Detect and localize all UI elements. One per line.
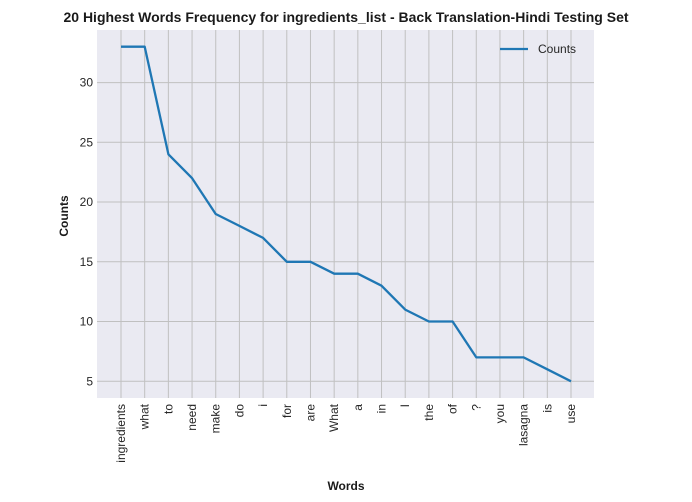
series-line-counts (121, 45, 572, 383)
y-axis-label: Counts (57, 195, 71, 237)
x-axis-label: Words (327, 479, 364, 493)
x-tick-label: make (209, 404, 223, 434)
x-tick-label: of (446, 403, 460, 414)
grid (97, 30, 594, 398)
x-tick-label: in (375, 404, 389, 413)
x-tick-label: a (351, 404, 365, 411)
y-tick-label: 10 (80, 315, 94, 329)
y-tick-label: 25 (80, 135, 94, 149)
x-tick-label: use (564, 404, 578, 424)
x-tick-label: what (138, 403, 152, 430)
x-tick-label: I (398, 404, 412, 407)
y-axis-ticks: 5 10 15 20 25 30 (80, 76, 94, 389)
x-tick-label: are (303, 404, 317, 422)
legend-label: Counts (538, 42, 576, 56)
plot-area (97, 30, 594, 398)
x-axis-ticks: ingredients what to need make do i for are What a i… (114, 403, 578, 462)
x-tick-label: ? (469, 404, 483, 411)
x-tick-label: need (185, 404, 199, 431)
y-tick-label: 15 (80, 255, 94, 269)
x-tick-label: you (493, 404, 507, 423)
x-tick-label: ingredients (114, 404, 128, 463)
chart-title: 20 Highest Words Frequency for ingredien… (63, 9, 628, 25)
y-tick-label: 20 (80, 195, 94, 209)
x-tick-label: for (280, 404, 294, 418)
x-tick-label: What (327, 403, 341, 432)
x-tick-label: is (540, 404, 554, 413)
legend: Counts (500, 42, 576, 56)
y-tick-label: 5 (86, 374, 93, 388)
x-tick-label: the (422, 404, 436, 421)
x-tick-label: i (256, 404, 270, 407)
x-tick-label: to (161, 404, 175, 414)
y-tick-label: 30 (80, 76, 94, 90)
x-tick-label: lasagna (517, 404, 531, 446)
x-tick-label: do (232, 404, 246, 418)
